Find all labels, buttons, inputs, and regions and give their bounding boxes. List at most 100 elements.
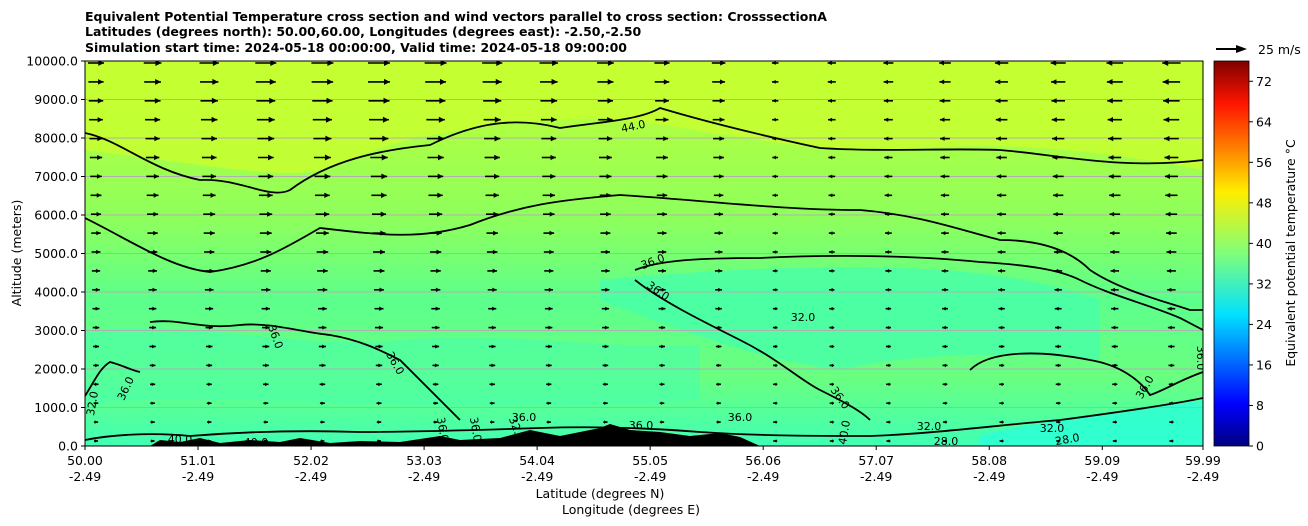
wind-vector-head [549, 192, 555, 198]
wind-vector-head [325, 135, 332, 142]
x-tick-label-lat: 55.05 [632, 453, 668, 468]
wind-vector-head [493, 173, 500, 180]
wind-vector-head [886, 439, 890, 443]
wind-vector-head [1112, 382, 1116, 387]
quiver-key-arrowhead [1236, 45, 1247, 53]
wind-vector-head [96, 211, 102, 217]
colorbar-tick-label: 0 [1256, 439, 1264, 454]
wind-vector-head [1110, 249, 1115, 255]
wind-vector-head [1108, 173, 1114, 179]
wind-vector-head [1112, 363, 1116, 368]
x-tick-label-lat: 54.04 [519, 453, 555, 468]
wind-vector-head [1169, 439, 1173, 443]
wind-vector-head [718, 268, 723, 273]
wind-vector-head [771, 80, 776, 84]
wind-vector-head [548, 325, 553, 330]
wind-vector-head [491, 325, 496, 330]
y-tick-label: 10000.0 [26, 54, 78, 69]
wind-vector-head [94, 439, 98, 443]
wind-vector-head [211, 135, 217, 142]
wind-vector-head [264, 382, 269, 387]
x-tick-label-lon: -2.49 [1086, 469, 1118, 484]
wind-vector-head [661, 306, 666, 311]
wind-vector-head [941, 268, 946, 273]
wind-vector-head [719, 174, 724, 179]
wind-vector-head [95, 344, 99, 349]
wind-vector-head [829, 401, 834, 405]
wind-vector-head [96, 192, 102, 198]
wind-vector-head [1111, 344, 1116, 349]
wind-vector-head [884, 136, 889, 141]
wind-vector-head [209, 287, 214, 292]
wind-vector-head [884, 212, 889, 217]
wind-vector-head [829, 420, 834, 424]
x-tick-label-lon: -2.49 [634, 469, 666, 484]
wind-vector-head [547, 382, 552, 387]
wind-vector-head [151, 401, 155, 405]
wind-vector-head [885, 306, 890, 311]
wind-vector-head [829, 363, 833, 368]
wind-vector-head [549, 249, 554, 255]
wind-vector-head [999, 420, 1003, 424]
y-tick-label: 7000.0 [34, 169, 78, 184]
wind-vector-head [827, 61, 832, 66]
wind-vector-head [773, 439, 777, 443]
x-tick-label-lat: 58.08 [971, 453, 1007, 468]
wind-vector-head [151, 344, 156, 349]
wind-vector-head [1111, 306, 1116, 311]
wind-vector-head [381, 192, 387, 199]
wind-vector-head [661, 325, 666, 330]
title-line-1: Equivalent Potential Temperature cross s… [85, 9, 827, 24]
wind-vector-head [266, 287, 271, 292]
wind-vector-head [607, 79, 614, 85]
contour-label: 32.0 [1040, 422, 1065, 435]
wind-vector-head [549, 268, 554, 274]
y-tick-label: 9000.0 [34, 92, 78, 107]
colorbar-tick-label: 32 [1256, 276, 1272, 291]
wind-vector-head [1053, 230, 1058, 236]
wind-vector-head [435, 287, 441, 292]
wind-vector-field [88, 61, 1181, 443]
wind-vector-head [1166, 268, 1172, 274]
wind-vector-head [996, 174, 1002, 179]
contour-32-right [969, 352, 1203, 397]
wind-vector-head [547, 439, 551, 443]
wind-vector-head [719, 117, 725, 123]
wind-vector-head [550, 173, 556, 179]
wind-vector-head [94, 420, 99, 424]
wind-vector-head [435, 306, 440, 311]
wind-vector-head [828, 174, 833, 179]
wind-vector-head [551, 116, 557, 123]
wind-vector-head [549, 211, 555, 217]
wind-vector-head [265, 363, 269, 368]
wind-vector-head [605, 268, 610, 274]
wind-vector-head [940, 174, 945, 179]
wind-vector-head [717, 344, 722, 349]
wind-vector-head [322, 344, 326, 349]
wind-vector-head [940, 193, 945, 198]
wind-vector-head [829, 306, 833, 311]
wind-vector-head [323, 211, 330, 217]
wind-vector-head [381, 173, 388, 180]
contour-32-left [85, 361, 141, 397]
x-tick-label-lat: 53.03 [406, 453, 442, 468]
wind-vector-head [995, 98, 1001, 104]
colorbar [1213, 60, 1250, 447]
wind-vector-head [772, 250, 777, 254]
wind-vector-head [772, 193, 777, 198]
wind-vector-head [1163, 116, 1170, 123]
x-tick-label-lon: -2.49 [295, 469, 327, 484]
x-tick-label-lat: 51.01 [180, 453, 216, 468]
contour-label: 32.0 [917, 420, 942, 433]
wind-vector-head [495, 78, 502, 85]
wind-vector-head [380, 211, 387, 217]
wind-vector-head [549, 230, 555, 236]
wind-vector-head [210, 192, 216, 198]
wind-vector-head [663, 98, 669, 104]
wind-vector-head [997, 231, 1002, 236]
wind-vector-head [1053, 249, 1059, 255]
wind-vector-head [719, 155, 724, 160]
wind-vector-head [380, 230, 386, 236]
y-axis: 0.0 1000.0 2000.0 3000.0 4000.0 5000.0 6000.0 7… [26, 54, 85, 454]
wind-vector-head [377, 401, 382, 405]
